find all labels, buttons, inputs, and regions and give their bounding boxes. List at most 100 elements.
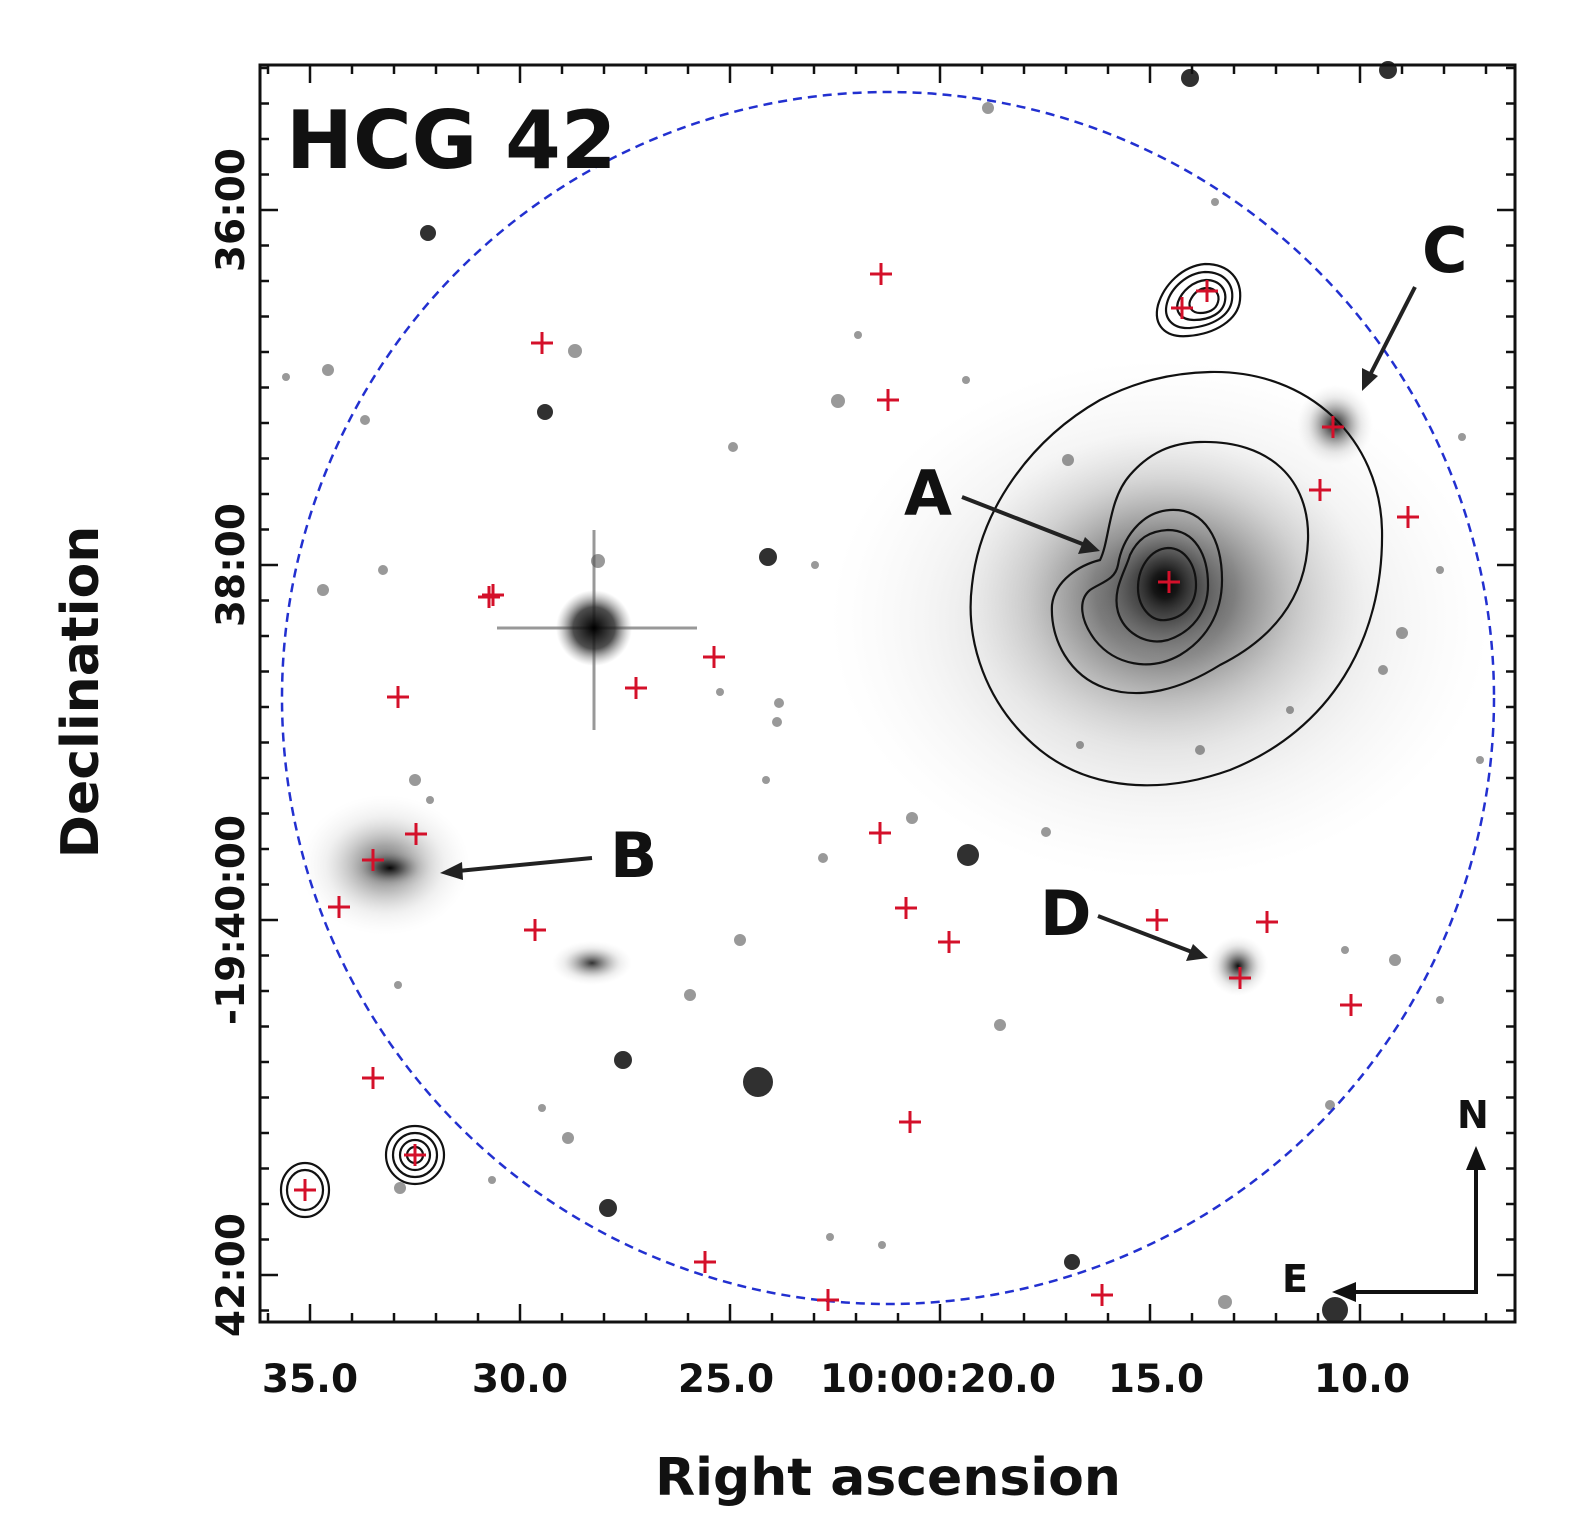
axis-ticks — [260, 65, 1515, 1322]
field-star — [360, 415, 370, 425]
source-marker — [478, 586, 500, 608]
y-tick-label: 36:00 — [209, 148, 254, 272]
field-star — [1181, 69, 1199, 87]
x-tick-label: 25.0 — [678, 1357, 774, 1402]
source-marker — [817, 1289, 839, 1311]
field-star — [394, 1182, 406, 1194]
field-star — [378, 565, 388, 575]
galaxy-c-arrowhead — [1362, 368, 1378, 391]
x-tick-label: 10.0 — [1314, 1357, 1410, 1402]
field-star — [1041, 827, 1051, 837]
x-tick-labels: 35.0 30.0 25.0 10:00:20.0 15.0 10.0 — [262, 1357, 1410, 1402]
galaxy-a — [965, 430, 1365, 750]
source-marker — [1091, 1284, 1113, 1306]
galaxy-b-arrow — [457, 856, 593, 873]
field-star — [317, 584, 329, 596]
field-star — [1076, 741, 1084, 749]
source-marker — [1196, 280, 1218, 302]
field-star — [994, 1019, 1006, 1031]
field-star — [409, 774, 421, 786]
source-markers — [294, 263, 1419, 1311]
source-marker — [362, 1067, 384, 1089]
field-star — [728, 442, 738, 452]
field-star — [1396, 627, 1408, 639]
galaxy-c-annotation: C — [1362, 214, 1468, 391]
source-marker — [524, 919, 546, 941]
galaxy-b — [300, 795, 470, 935]
source-marker — [482, 584, 504, 606]
field-star — [1341, 946, 1349, 954]
y-tick-label: 42:00 — [209, 1213, 254, 1337]
field-star — [962, 376, 970, 384]
source-marker — [694, 1251, 716, 1273]
source-marker — [625, 677, 647, 699]
source-marker — [869, 822, 891, 844]
field-star — [878, 1241, 886, 1249]
field-star — [568, 344, 582, 358]
field-star — [322, 364, 334, 376]
field-star — [906, 812, 918, 824]
field-star — [762, 776, 770, 784]
field-star — [734, 934, 746, 946]
source-marker — [531, 332, 553, 354]
aperture-circle — [280, 90, 1496, 1306]
field-star — [811, 561, 819, 569]
field-star — [982, 102, 994, 114]
x-ray-contours — [279, 262, 1384, 1219]
field-star — [591, 554, 605, 568]
y-tick-labels: 36:00 38:00 -19:40:00 42:00 — [209, 148, 254, 1337]
field-star — [759, 548, 777, 566]
field-star — [1389, 954, 1401, 966]
field-star — [826, 1233, 834, 1241]
field-star — [538, 1104, 546, 1112]
compass-north-label: N — [1457, 1093, 1489, 1137]
bright-star — [497, 530, 697, 730]
source-marker — [1158, 571, 1180, 593]
field-star — [394, 981, 402, 989]
galaxy-d-label: D — [1040, 877, 1091, 950]
field-star — [684, 989, 696, 1001]
galaxy-c-label: C — [1422, 214, 1468, 287]
field-star — [957, 844, 979, 866]
galaxy-a-label: A — [904, 457, 952, 530]
compass-east-label: E — [1282, 1257, 1308, 1301]
field-star — [562, 1132, 574, 1144]
axes-frame — [258, 63, 1517, 1324]
field-star — [599, 1199, 617, 1217]
source-marker — [294, 1179, 316, 1201]
field-star — [1211, 198, 1219, 206]
background-galaxy — [552, 941, 632, 985]
field-star — [1064, 1254, 1080, 1270]
source-marker — [1146, 909, 1168, 931]
field-star — [716, 688, 724, 696]
y-tick-label: -19:40:00 — [209, 815, 254, 1025]
galaxy-b-label: B — [610, 819, 657, 892]
source-marker — [895, 897, 917, 919]
x-tick-label: 10:00:20.0 — [820, 1357, 1056, 1402]
field-star — [772, 717, 782, 727]
field-star — [1458, 433, 1466, 441]
compass: N E — [1282, 1093, 1489, 1302]
source-marker — [703, 646, 725, 668]
field-star — [1476, 756, 1484, 764]
field-star — [743, 1067, 773, 1097]
source-marker — [1256, 911, 1278, 933]
field-star — [1062, 454, 1074, 466]
field-stars — [282, 61, 1484, 1323]
source-marker — [1397, 506, 1419, 528]
galaxy-c — [1297, 385, 1373, 465]
field-star — [537, 404, 553, 420]
galaxy-a-arrowhead — [1078, 537, 1100, 554]
galaxy-b-arrowhead — [440, 862, 463, 880]
field-star — [1325, 1100, 1335, 1110]
compass-east-arrowhead — [1332, 1282, 1356, 1302]
field-star — [774, 698, 784, 708]
source-marker — [1171, 297, 1193, 319]
source-marker — [362, 849, 384, 871]
y-axis-label: Declination — [51, 526, 111, 858]
field-star — [854, 331, 862, 339]
galaxy-d — [1208, 936, 1268, 996]
source-marker — [938, 931, 960, 953]
galaxy-a-annotation: A — [904, 457, 1100, 554]
